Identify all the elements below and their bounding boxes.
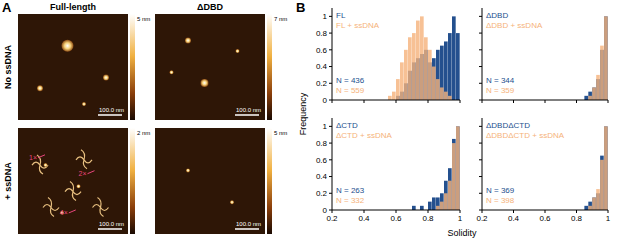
html-text:N = 559: N = 559 xyxy=(336,86,365,95)
svg-text:0.2: 0.2 xyxy=(316,189,328,198)
html-text:N = 263: N = 263 xyxy=(336,186,365,195)
svg-text:7 nm: 7 nm xyxy=(274,16,287,22)
html-text:N = 398: N = 398 xyxy=(486,196,515,205)
svg-text:No ssDNA: No ssDNA xyxy=(3,45,13,90)
svg-text:0.8: 0.8 xyxy=(316,29,328,38)
svg-text:0.6: 0.6 xyxy=(316,156,328,165)
svg-text:100.0 nm: 100.0 nm xyxy=(99,221,124,227)
svg-text:0: 0 xyxy=(323,206,328,215)
html-text:N = 332: N = 332 xyxy=(336,196,365,205)
svg-text:1: 1 xyxy=(323,12,328,21)
svg-text:0: 0 xyxy=(323,96,328,105)
svg-text:0.8: 0.8 xyxy=(316,139,328,148)
svg-text:100.0 nm: 100.0 nm xyxy=(236,221,261,227)
svg-text:1: 1 xyxy=(323,122,328,131)
svg-text:0.4: 0.4 xyxy=(508,214,520,223)
svg-text:1×: 1× xyxy=(29,154,37,161)
svg-text:1: 1 xyxy=(458,214,463,223)
html-text:ΔDBD: ΔDBD xyxy=(486,11,509,20)
svg-text:2 nm: 2 nm xyxy=(137,130,150,136)
svg-text:4×: 4× xyxy=(60,209,68,216)
svg-text:0.4: 0.4 xyxy=(358,214,370,223)
html-text:ΔCTD: ΔCTD xyxy=(336,121,358,130)
svg-text:100.0 nm: 100.0 nm xyxy=(236,107,261,113)
html-text:ΔCTD + ssDNA: ΔCTD + ssDNA xyxy=(336,131,392,140)
svg-text:0.6: 0.6 xyxy=(390,214,402,223)
svg-text:5 nm: 5 nm xyxy=(274,130,287,136)
svg-text:0.2: 0.2 xyxy=(316,79,328,88)
svg-text:A: A xyxy=(2,0,12,15)
svg-text:0.6: 0.6 xyxy=(316,46,328,55)
html-text:ΔDBD + ssDNA: ΔDBD + ssDNA xyxy=(486,21,543,30)
html-text:N = 369: N = 369 xyxy=(486,186,515,195)
svg-text:1: 1 xyxy=(606,214,611,223)
html-text:N = 344: N = 344 xyxy=(486,76,515,85)
html-text:N = 359: N = 359 xyxy=(486,86,515,95)
svg-text:0.8: 0.8 xyxy=(571,214,583,223)
svg-text:0.2: 0.2 xyxy=(476,214,488,223)
html-text:N = 436: N = 436 xyxy=(336,76,365,85)
svg-text:5 nm: 5 nm xyxy=(137,16,150,22)
html-text:FL + ssDNA: FL + ssDNA xyxy=(336,21,379,30)
svg-text:0.4: 0.4 xyxy=(316,62,328,71)
svg-text:100.0 nm: 100.0 nm xyxy=(99,107,124,113)
svg-text:Full-length: Full-length xyxy=(50,2,96,12)
html-text:B: B xyxy=(296,0,306,15)
svg-text:2×: 2× xyxy=(79,170,87,177)
svg-text:0.6: 0.6 xyxy=(539,214,551,223)
html-text:ΔDBDΔCTD: ΔDBDΔCTD xyxy=(486,121,530,130)
html-text:FL: FL xyxy=(336,11,346,20)
svg-text:0.8: 0.8 xyxy=(422,214,434,223)
svg-text:0.4: 0.4 xyxy=(316,172,328,181)
html-text:ΔDBDΔCTD + ssDNA: ΔDBDΔCTD + ssDNA xyxy=(486,131,564,140)
html-text:Frequency: Frequency xyxy=(298,92,308,136)
svg-text:+ ssDNA: + ssDNA xyxy=(3,162,13,200)
html-text:Solidity: Solidity xyxy=(447,228,477,238)
svg-text:ΔDBD: ΔDBD xyxy=(197,2,223,12)
svg-text:0.2: 0.2 xyxy=(326,214,338,223)
